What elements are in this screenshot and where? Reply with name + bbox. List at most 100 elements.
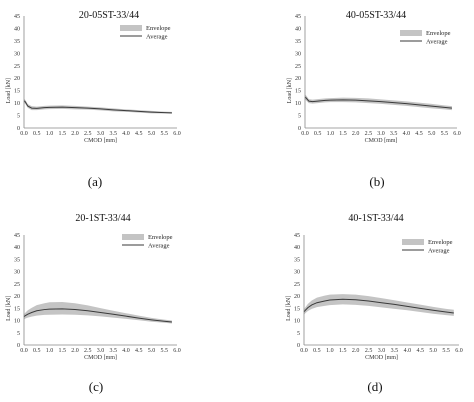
- y-tick-label: 45: [295, 14, 301, 20]
- chart-title: 20-1ST-33/44: [75, 213, 130, 224]
- x-tick-label: 1.5: [59, 131, 67, 137]
- y-tick-label: 0: [298, 126, 301, 132]
- chart-panel-0: 20-05ST-33/44 0 5 10 15 20 25 30 35 40 45 0.0 0.5 1.0…: [6, 10, 181, 189]
- y-tick-label: 0: [17, 343, 20, 349]
- y-tick-label: 45: [14, 14, 20, 20]
- envelope-band: [305, 94, 452, 111]
- y-tick-label: 45: [14, 233, 20, 239]
- y-tick-label: 30: [14, 270, 20, 276]
- chart-title: 20-05ST-33/44: [79, 10, 139, 21]
- y-tick-label: 20: [294, 294, 300, 300]
- x-tick-label: 5.0: [428, 131, 436, 137]
- x-tick-label: 4.0: [122, 131, 130, 137]
- x-tick-label: 6.0: [453, 131, 461, 137]
- x-tick-label: 2.0: [352, 131, 360, 137]
- chart-title: 40-1ST-33/44: [348, 213, 403, 224]
- x-tick-label: 2.0: [71, 131, 79, 137]
- y-tick-label: 10: [14, 319, 20, 325]
- y-tick-label: 20: [14, 76, 20, 82]
- x-tick-label: 0.5: [33, 131, 41, 137]
- x-tick-label: 2.0: [352, 348, 360, 354]
- x-tick-label: 5.0: [148, 348, 156, 354]
- average-line: [23, 308, 172, 323]
- x-tick-label: 4.5: [135, 348, 143, 354]
- legend-envelope-swatch: [402, 239, 424, 245]
- y-tick-label: 25: [14, 64, 20, 70]
- y-tick-label: 35: [294, 257, 300, 263]
- x-tick-label: 5.5: [441, 131, 449, 137]
- x-tick-label: 2.0: [71, 348, 79, 354]
- x-tick-label: 6.0: [455, 348, 463, 354]
- legend-average-label: Average: [146, 34, 168, 41]
- envelope-band: [24, 98, 172, 114]
- legend-envelope-label: Envelope: [428, 239, 453, 246]
- x-axis-label: CMOD [mm]: [84, 355, 117, 361]
- y-tick-label: 5: [17, 331, 20, 337]
- x-tick-label: 0.5: [313, 348, 321, 354]
- y-tick-label: 10: [14, 101, 20, 107]
- y-tick-label: 25: [294, 282, 300, 288]
- x-tick-label: 5.5: [161, 131, 169, 137]
- y-tick-label: 40: [14, 245, 20, 251]
- x-tick-label: 0.0: [20, 348, 28, 354]
- y-tick-label: 5: [17, 114, 20, 120]
- x-tick-label: 0.0: [300, 348, 308, 354]
- y-tick-label: 20: [14, 294, 20, 300]
- x-tick-label: 2.5: [84, 348, 92, 354]
- x-tick-label: 1.0: [327, 131, 335, 137]
- x-tick-label: 4.5: [135, 131, 143, 137]
- y-tick-label: 0: [17, 126, 20, 132]
- y-tick-label: 30: [294, 270, 300, 276]
- x-tick-label: 0.0: [301, 131, 309, 137]
- y-tick-label: 15: [295, 89, 301, 95]
- envelope-band: [24, 301, 172, 324]
- x-tick-label: 6.0: [173, 348, 181, 354]
- chart-panel-3: 40-1ST-33/44 0 5 10 15 20 25 30 35 40 45 0.0 0.5 1.0 1…: [286, 213, 463, 394]
- y-tick-label: 40: [294, 245, 300, 251]
- average-line: [303, 298, 454, 314]
- panel-caption: (a): [88, 174, 102, 189]
- x-tick-label: 5.5: [442, 348, 450, 354]
- x-tick-label: 0.0: [20, 131, 28, 137]
- chart-panel-2: 20-1ST-33/44 0 5 10 15 20 25 30 35 40 45 0.0 0.5 1.0 1…: [6, 213, 181, 394]
- y-tick-label: 5: [298, 114, 301, 120]
- x-tick-label: 5.5: [161, 348, 169, 354]
- x-tick-label: 1.5: [59, 348, 67, 354]
- y-tick-label: 30: [14, 51, 20, 57]
- x-tick-label: 2.5: [84, 131, 92, 137]
- x-tick-label: 3.5: [110, 348, 118, 354]
- x-tick-label: 2.5: [365, 348, 373, 354]
- x-tick-label: 3.0: [97, 348, 105, 354]
- y-tick-label: 35: [14, 39, 20, 45]
- x-tick-label: 0.5: [33, 348, 41, 354]
- chart-title: 40-05ST-33/44: [346, 10, 406, 21]
- x-tick-label: 1.5: [339, 348, 347, 354]
- x-tick-label: 4.5: [415, 131, 423, 137]
- legend-envelope-swatch: [400, 30, 422, 36]
- legend-average-label: Average: [426, 39, 448, 46]
- y-tick-label: 10: [295, 101, 301, 107]
- x-tick-label: 1.0: [326, 348, 334, 354]
- y-tick-label: 20: [295, 76, 301, 82]
- x-tick-label: 1.0: [46, 131, 54, 137]
- x-tick-label: 3.5: [391, 348, 399, 354]
- y-tick-label: 30: [295, 51, 301, 57]
- panel-caption: (c): [89, 379, 103, 394]
- x-tick-label: 3.5: [110, 131, 118, 137]
- x-tick-label: 6.0: [173, 131, 181, 137]
- legend-envelope-swatch: [122, 234, 144, 240]
- x-tick-label: 4.0: [122, 348, 130, 354]
- legend-average-label: Average: [428, 248, 450, 255]
- average-line: [23, 100, 172, 114]
- x-tick-label: 5.0: [429, 348, 437, 354]
- average-line: [304, 96, 452, 109]
- x-tick-label: 4.0: [403, 131, 411, 137]
- x-tick-label: 4.5: [417, 348, 425, 354]
- envelope-band: [304, 294, 454, 316]
- y-tick-label: 25: [14, 282, 20, 288]
- panel-caption: (d): [367, 379, 382, 394]
- y-tick-label: 15: [14, 306, 20, 312]
- y-tick-label: 5: [297, 331, 300, 337]
- x-tick-label: 0.5: [314, 131, 322, 137]
